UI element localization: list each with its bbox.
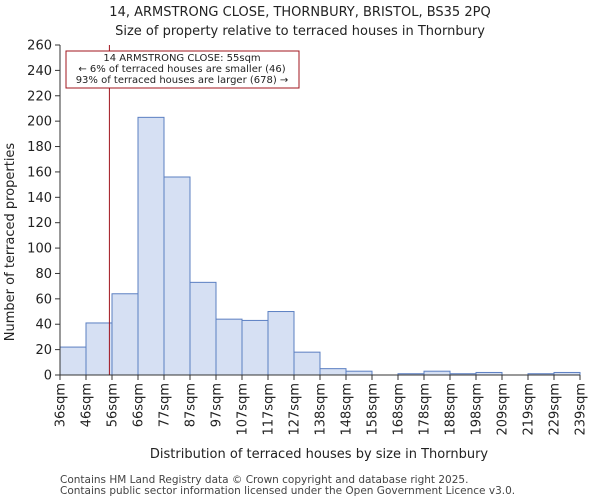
x-tick-label: 198sqm — [470, 383, 485, 436]
x-tick-label: 229sqm — [548, 383, 563, 436]
x-tick-label: 36sqm — [54, 383, 69, 427]
x-tick-label: 56sqm — [106, 383, 121, 427]
bar-97sqm — [215, 318, 243, 376]
y-tick-label: 60 — [35, 292, 52, 307]
chart-title: 14, ARMSTRONG CLOSE, THORNBURY, BRISTOL,… — [109, 5, 490, 20]
annotation-line-3: 93% of terraced houses are larger (678) … — [76, 75, 289, 86]
footer-line-1: Contains HM Land Registry data © Crown c… — [60, 474, 468, 486]
annotation-line-2: ← 6% of terraced houses are smaller (46) — [78, 64, 285, 75]
marker-annotation: 14 ARMSTRONG CLOSE: 55sqm ← 6% of terrac… — [65, 50, 300, 89]
bar-138sqm — [319, 368, 347, 376]
y-tick-label: 220 — [27, 89, 52, 104]
x-tick-label: 66sqm — [132, 383, 147, 427]
x-tick-label: 87sqm — [184, 383, 199, 427]
x-tick-label: 239sqm — [574, 383, 589, 436]
y-tick-label: 100 — [27, 242, 52, 257]
y-tick-label: 0 — [44, 369, 52, 384]
x-tick-label: 168sqm — [392, 383, 407, 436]
y-tick-label: 240 — [27, 64, 52, 79]
y-tick-label: 80 — [35, 267, 52, 282]
bar-77sqm — [163, 176, 191, 376]
x-tick-label: 127sqm — [288, 383, 303, 436]
y-tick-label: 140 — [27, 191, 52, 206]
x-tick-label: 219sqm — [522, 383, 537, 436]
bar-107sqm — [241, 319, 269, 376]
x-tick-label: 46sqm — [80, 383, 95, 427]
bar-87sqm — [189, 281, 217, 376]
bar-66sqm — [137, 116, 165, 376]
x-tick-label: 117sqm — [262, 383, 277, 436]
y-tick-label: 160 — [27, 165, 52, 180]
y-tick-label: 40 — [35, 318, 52, 333]
bar-56sqm — [111, 293, 139, 376]
x-tick-label: 97sqm — [210, 383, 225, 427]
y-tick-label: 120 — [27, 216, 52, 231]
chart-subtitle: Size of property relative to terraced ho… — [115, 24, 485, 39]
bar-127sqm — [293, 351, 321, 376]
bar-148sqm — [345, 370, 373, 376]
bar-46sqm — [85, 322, 113, 376]
bars-group — [59, 116, 581, 376]
y-tick-label: 200 — [27, 115, 52, 130]
annotation-line-1: 14 ARMSTRONG CLOSE: 55sqm — [103, 53, 260, 64]
x-axis-label: Distribution of terraced houses by size … — [150, 447, 489, 462]
y-tick-label: 260 — [27, 39, 52, 54]
bar-36sqm — [59, 346, 87, 376]
x-tick-label: 209sqm — [496, 383, 511, 436]
y-axis-ticks: 0 20 40 60 80 100 120 140 160 180 200 220 240 260 — [27, 39, 60, 384]
y-tick-label: 20 — [35, 343, 52, 358]
x-axis-ticks: 36sqm 46sqm 56sqm 66sqm 77sqm 87sqm 97sqm 107sq… — [54, 375, 589, 436]
y-tick-label: 180 — [27, 140, 52, 155]
x-tick-label: 77sqm — [158, 383, 173, 427]
annotation-box — [65, 50, 300, 89]
x-tick-label: 178sqm — [418, 383, 433, 436]
bar-178sqm — [423, 370, 451, 376]
bar-117sqm — [267, 311, 295, 376]
x-tick-label: 188sqm — [444, 383, 459, 436]
x-tick-label: 158sqm — [366, 383, 381, 436]
x-tick-label: 138sqm — [314, 383, 329, 436]
x-tick-label: 107sqm — [236, 383, 251, 436]
y-axis-label: Number of terraced properties — [3, 143, 18, 342]
footer-line-2: Contains public sector information licen… — [60, 485, 515, 497]
x-tick-label: 148sqm — [340, 383, 355, 436]
